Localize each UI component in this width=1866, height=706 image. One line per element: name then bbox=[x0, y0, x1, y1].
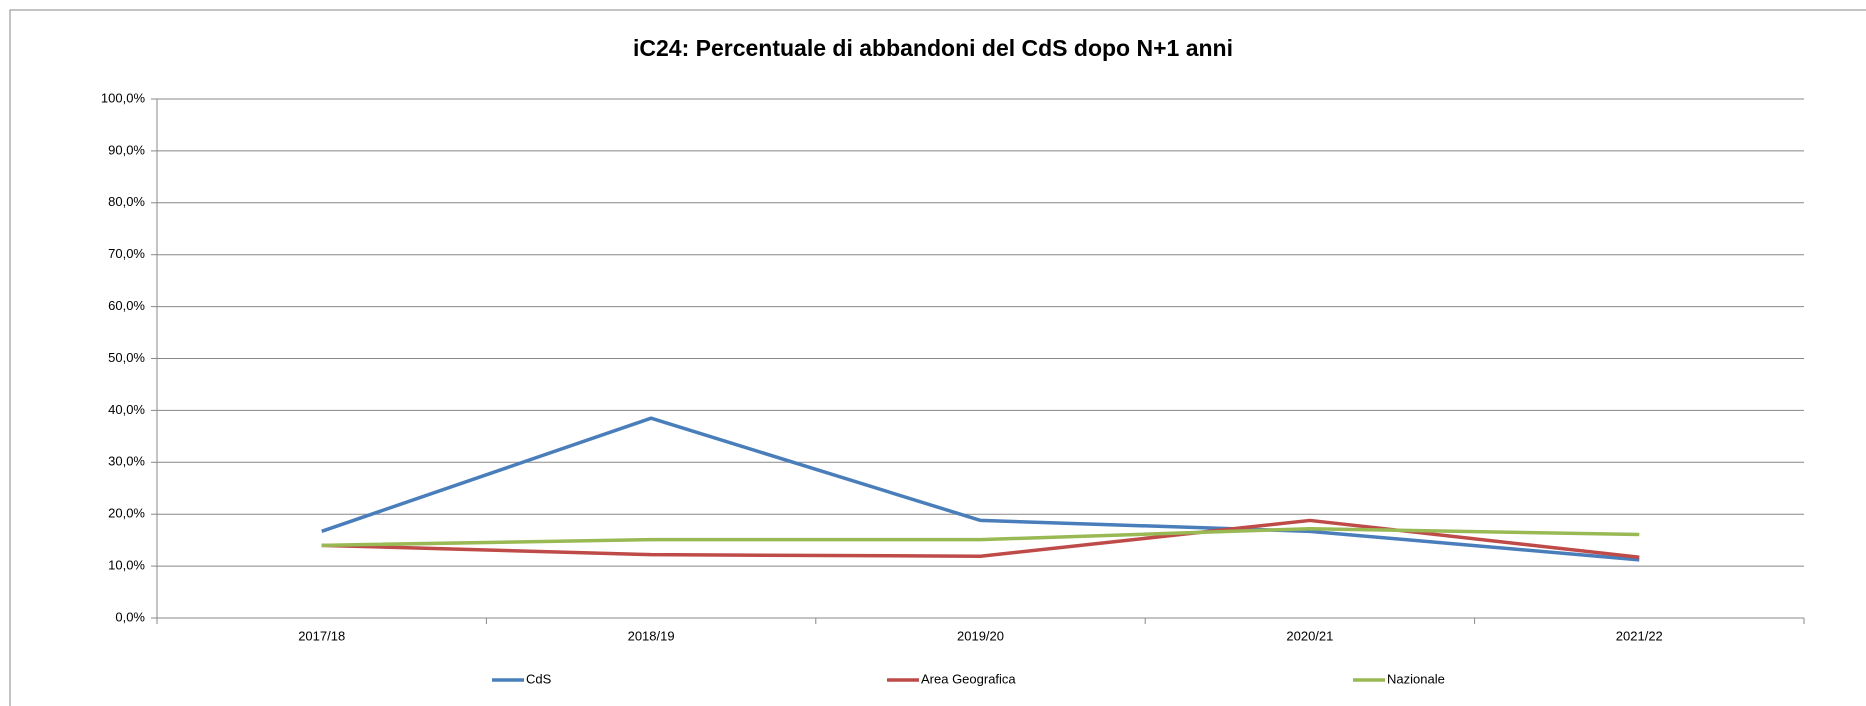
y-tick-label: 20,0% bbox=[108, 506, 145, 521]
legend-label: Area Geografica bbox=[921, 671, 1016, 686]
x-tick-label: 2020/21 bbox=[1286, 628, 1333, 643]
x-tick-label: 2018/19 bbox=[628, 628, 675, 643]
y-tick-label: 100,0% bbox=[101, 90, 146, 105]
y-tick-label: 60,0% bbox=[108, 298, 145, 313]
x-tick-label: 2019/20 bbox=[957, 628, 1004, 643]
y-tick-label: 30,0% bbox=[108, 454, 145, 469]
series-line bbox=[321, 526, 1640, 548]
y-tick-label: 90,0% bbox=[108, 142, 145, 157]
x-tick-label: 2017/18 bbox=[298, 628, 345, 643]
y-tick-label: 70,0% bbox=[108, 246, 145, 261]
x-tick-label: 2021/22 bbox=[1616, 628, 1663, 643]
y-tick-label: 10,0% bbox=[108, 558, 145, 573]
y-tick-label: 80,0% bbox=[108, 194, 145, 209]
chart-title: iC24: Percentuale di abbandoni del CdS d… bbox=[633, 35, 1233, 61]
series-line bbox=[321, 518, 1640, 560]
legend-label: Nazionale bbox=[1387, 671, 1445, 686]
legend-label: CdS bbox=[526, 671, 552, 686]
y-tick-label: 0,0% bbox=[115, 609, 145, 624]
y-tick-label: 50,0% bbox=[108, 350, 145, 365]
y-tick-label: 40,0% bbox=[108, 402, 145, 417]
series-line bbox=[321, 416, 1640, 562]
